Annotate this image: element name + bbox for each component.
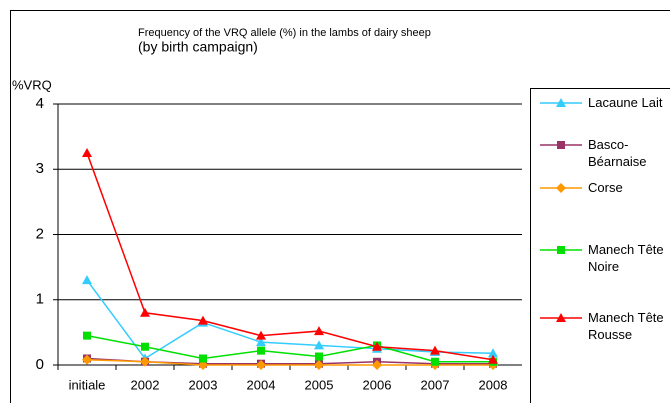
marker xyxy=(199,354,207,363)
marker xyxy=(141,342,149,351)
marker xyxy=(557,141,565,149)
x-tick-label: 2005 xyxy=(305,377,334,392)
series-line xyxy=(86,152,494,361)
y-axis-label: %VRQ xyxy=(12,77,52,92)
legend-label: Lacaune Lait xyxy=(588,95,663,110)
marker xyxy=(556,183,566,193)
x-tick-label: 2004 xyxy=(247,377,276,392)
marker xyxy=(488,348,498,358)
legend-box xyxy=(530,88,670,403)
marker xyxy=(198,360,208,370)
marker xyxy=(82,275,92,285)
marker xyxy=(256,330,266,340)
y-tick-label: 2 xyxy=(36,225,44,242)
marker xyxy=(488,354,498,364)
y-tick-label: 0 xyxy=(36,356,44,373)
y-tick-label: 4 xyxy=(36,95,44,112)
chart-frame xyxy=(10,10,670,403)
x-tick-label: 2007 xyxy=(421,377,450,392)
marker xyxy=(198,315,208,325)
marker xyxy=(372,360,382,370)
y-tick-label: 1 xyxy=(36,291,44,308)
marker xyxy=(256,360,266,370)
marker xyxy=(556,313,566,322)
legend-label: Manech Tête Noire xyxy=(588,242,664,274)
series-line xyxy=(86,279,494,360)
legend-label: Basco-Béarnaise xyxy=(588,137,647,169)
marker xyxy=(140,356,150,367)
marker xyxy=(314,360,324,370)
marker xyxy=(431,357,439,366)
x-tick-label: 2002 xyxy=(131,377,160,392)
x-tick-label: 2006 xyxy=(363,377,392,392)
marker xyxy=(557,246,565,254)
marker xyxy=(314,326,324,336)
marker xyxy=(140,307,150,317)
x-tick-label: initiale xyxy=(69,377,106,392)
chart-subtitle: (by birth campaign) xyxy=(138,39,258,55)
marker xyxy=(315,352,323,361)
y-tick-label: 3 xyxy=(36,160,44,177)
marker xyxy=(82,354,92,365)
legend-label: Manech Tête Rousse xyxy=(588,310,664,342)
marker xyxy=(430,345,440,355)
marker xyxy=(314,340,324,350)
marker xyxy=(83,331,91,340)
x-tick-label: 2003 xyxy=(189,377,218,392)
series-line xyxy=(86,359,493,366)
legend-label: Corse xyxy=(588,180,623,195)
marker xyxy=(556,98,566,107)
marker xyxy=(257,346,265,355)
marker xyxy=(256,337,266,347)
chart-title: Frequency of the VRQ allele (%) in the l… xyxy=(138,27,431,39)
series-line xyxy=(86,334,493,363)
x-tick-label: 2008 xyxy=(479,377,508,392)
marker xyxy=(82,147,92,157)
marker xyxy=(372,341,382,351)
